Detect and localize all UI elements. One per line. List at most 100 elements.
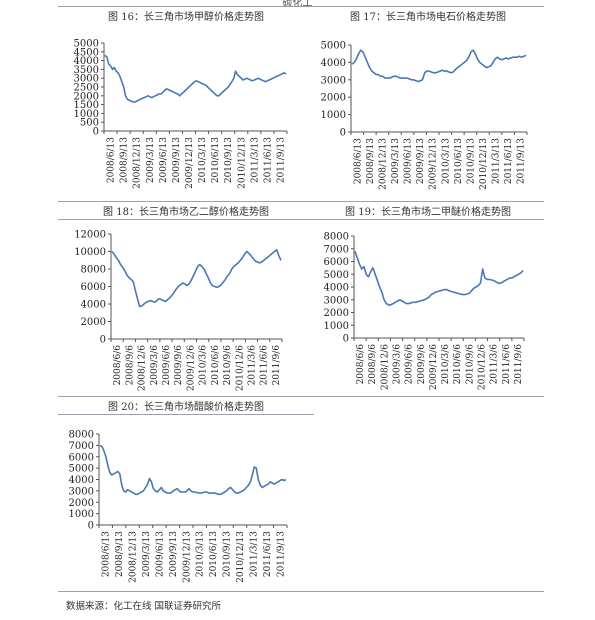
x-tick-label: 2010/12/6 bbox=[478, 344, 488, 390]
x-tick-label: 2010/6/13 bbox=[454, 138, 464, 184]
x-tick-label: 2010/9/13 bbox=[224, 137, 234, 183]
figure-18-title: 图 18：长三角市场乙二醇价格走势图 bbox=[103, 207, 269, 218]
x-tick-label: 2008/9/13 bbox=[366, 138, 376, 184]
x-tick-label: 2008/6/6 bbox=[356, 344, 366, 385]
series-line bbox=[99, 444, 287, 496]
x-tick-label: 2009/6/13 bbox=[404, 138, 414, 184]
x-tick-label: 2008/9/6 bbox=[125, 345, 135, 386]
x-tick-label: 2011/6/6 bbox=[502, 344, 512, 385]
x-tick-label: 2008/12/13 bbox=[133, 137, 143, 189]
x-tick-label: 2008/9/6 bbox=[368, 344, 378, 385]
x-tick-label: 2010/12/6 bbox=[235, 345, 245, 391]
x-tick-label: 2010/3/13 bbox=[196, 531, 206, 577]
x-tick-label: 2009/9/6 bbox=[174, 345, 184, 386]
x-tick-label: 2010/12/13 bbox=[479, 138, 489, 190]
y-tick-label: 1000 bbox=[324, 321, 349, 332]
y-tick-label: 4000 bbox=[81, 300, 106, 311]
x-tick-label: 2008/12/6 bbox=[138, 345, 148, 391]
x-tick-label: 2011/3/13 bbox=[250, 137, 260, 183]
y-tick-label: 0 bbox=[340, 128, 346, 139]
y-tick-label: 5000 bbox=[69, 464, 94, 475]
x-tick-label: 2010/6/13 bbox=[211, 137, 221, 183]
series-line bbox=[104, 54, 287, 103]
series-line bbox=[354, 251, 524, 306]
y-tick-label: 3000 bbox=[321, 75, 346, 86]
y-tick-label: 6000 bbox=[81, 282, 106, 293]
x-tick-label: 2010/3/6 bbox=[441, 344, 451, 385]
x-tick-label: 2009/12/13 bbox=[185, 137, 195, 189]
x-tick-label: 2010/6/6 bbox=[211, 345, 221, 386]
x-tick-label: 2010/9/13 bbox=[223, 531, 233, 577]
y-tick-label: 5000 bbox=[74, 39, 99, 50]
y-tick-label: 5000 bbox=[321, 41, 346, 52]
y-tick-label: 7000 bbox=[69, 441, 94, 452]
y-tick-label: 0 bbox=[93, 127, 99, 138]
y-tick-label: 3000 bbox=[74, 74, 99, 85]
y-tick-label: 0 bbox=[100, 335, 106, 346]
x-tick-label: 2011/9/13 bbox=[276, 531, 286, 577]
x-tick-label: 2011/3/6 bbox=[247, 345, 257, 386]
x-tick-label: 2009/3/13 bbox=[142, 531, 152, 577]
x-tick-label: 2010/9/13 bbox=[466, 138, 476, 184]
series-line bbox=[351, 49, 527, 83]
x-tick-label: 2010/9/6 bbox=[465, 344, 475, 385]
x-tick-label: 2011/3/6 bbox=[490, 344, 500, 385]
x-tick-label: 2011/3/13 bbox=[249, 531, 259, 577]
figure-20-title: 图 20：长三角市场醋酸价格走势图 bbox=[108, 402, 264, 413]
y-tick-label: 0 bbox=[88, 521, 94, 532]
x-tick-label: 2009/6/6 bbox=[162, 345, 172, 386]
y-tick-label: 3500 bbox=[74, 65, 99, 76]
y-tick-label: 8000 bbox=[69, 430, 94, 441]
top-divider bbox=[58, 6, 544, 7]
y-tick-label: 6000 bbox=[69, 452, 94, 463]
series-line bbox=[111, 249, 282, 308]
x-tick-label: 2008/9/13 bbox=[115, 531, 125, 577]
x-tick-label: 2009/9/6 bbox=[417, 344, 427, 385]
x-tick-label: 2011/9/13 bbox=[517, 138, 527, 184]
x-tick-label: 2008/6/13 bbox=[102, 531, 112, 577]
y-tick-label: 3000 bbox=[324, 295, 349, 306]
row1-divider bbox=[58, 201, 544, 202]
x-tick-label: 2010/6/13 bbox=[209, 531, 219, 577]
y-tick-label: 2000 bbox=[321, 93, 346, 104]
y-tick-label: 4000 bbox=[321, 58, 346, 69]
row2-divider bbox=[58, 396, 544, 397]
x-tick-label: 2010/12/13 bbox=[236, 531, 246, 583]
x-tick-label: 2009/6/13 bbox=[159, 137, 169, 183]
x-tick-label: 2009/9/13 bbox=[172, 137, 182, 183]
x-tick-label: 2009/12/6 bbox=[186, 345, 196, 391]
x-tick-label: 2011/3/13 bbox=[492, 138, 502, 184]
x-tick-label: 2008/12/13 bbox=[378, 138, 388, 190]
x-tick-label: 2010/3/13 bbox=[198, 137, 208, 183]
y-tick-label: 5000 bbox=[324, 270, 349, 281]
x-tick-label: 2009/6/6 bbox=[405, 344, 415, 385]
figure-16-title: 图 16：长三角市场甲醇价格走势图 bbox=[108, 12, 264, 23]
x-tick-label: 2009/3/6 bbox=[150, 345, 160, 386]
x-tick-label: 2008/6/13 bbox=[353, 138, 363, 184]
x-tick-label: 2008/12/6 bbox=[380, 344, 390, 390]
x-tick-label: 2009/9/13 bbox=[416, 138, 426, 184]
x-tick-label: 2009/3/6 bbox=[393, 344, 403, 385]
x-tick-label: 2010/9/6 bbox=[223, 345, 233, 386]
x-tick-label: 2009/6/13 bbox=[155, 531, 165, 577]
x-tick-label: 2010/3/6 bbox=[199, 345, 209, 386]
x-tick-label: 2011/6/13 bbox=[263, 137, 273, 183]
y-tick-label: 500 bbox=[80, 118, 99, 129]
x-tick-label: 2011/6/13 bbox=[263, 531, 273, 577]
y-tick-label: 2000 bbox=[74, 91, 99, 102]
x-tick-label: 2009/3/13 bbox=[146, 137, 156, 183]
y-tick-label: 4000 bbox=[74, 56, 99, 67]
x-tick-label: 2011/9/13 bbox=[276, 137, 286, 183]
row2-header-divider bbox=[58, 219, 544, 220]
x-tick-label: 2010/6/6 bbox=[453, 344, 463, 385]
y-tick-label: 1000 bbox=[69, 509, 94, 520]
data-source-note: 数据来源：化工在线 国联证券研究所 bbox=[66, 601, 222, 612]
x-tick-label: 2009/3/13 bbox=[391, 138, 401, 184]
y-tick-label: 0 bbox=[343, 334, 349, 345]
y-tick-label: 7000 bbox=[324, 244, 349, 255]
bottom-divider bbox=[58, 591, 544, 592]
